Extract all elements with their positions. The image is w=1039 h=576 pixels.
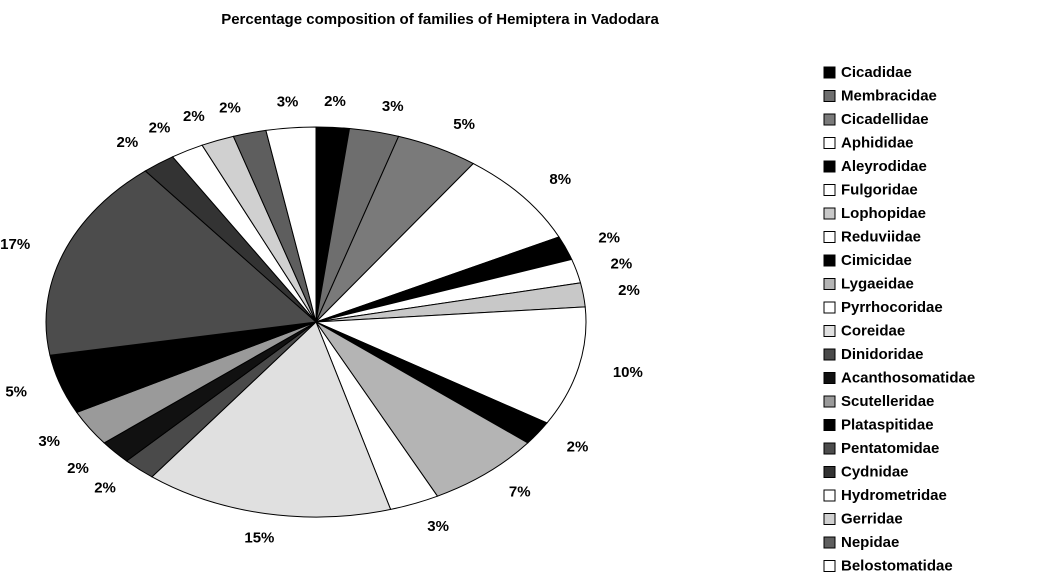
data-label: 2% [567, 439, 589, 456]
pie-slice [151, 321, 392, 518]
legend-label: Nepidae [841, 534, 899, 551]
legend-label: Fulgoridae [841, 181, 918, 198]
legend-swatch [823, 254, 836, 267]
data-label: 10% [613, 364, 643, 381]
legend-swatch [823, 231, 836, 243]
legend-swatch [823, 278, 836, 290]
data-label: 2% [183, 108, 205, 125]
pie-slice [45, 170, 318, 356]
legend-label: Lophopidae [841, 205, 926, 222]
legend-label: Cicadidae [841, 64, 912, 81]
data-label: 5% [5, 384, 27, 401]
legend-label: Cimicidae [841, 252, 912, 269]
legend-label: Coreidae [841, 322, 905, 339]
data-label: 3% [38, 433, 60, 450]
data-label: 2% [324, 93, 346, 110]
legend-swatch [823, 348, 836, 361]
data-label: 2% [67, 460, 89, 477]
legend-label: Pyrrhocoridae [841, 299, 943, 316]
data-label: 2% [219, 99, 241, 116]
legend-swatch [823, 113, 836, 126]
legend-swatch [823, 395, 836, 408]
legend-swatch [823, 325, 836, 337]
data-label: 3% [382, 98, 404, 115]
data-label: 8% [549, 171, 571, 188]
chart-title: Percentage composition of families of He… [221, 11, 659, 28]
data-label: 2% [149, 119, 171, 136]
data-label: 2% [117, 134, 139, 151]
legend-label: Lygaeidae [841, 275, 914, 292]
data-label: 7% [509, 484, 531, 501]
legend-swatch [823, 301, 836, 314]
legend-label: Aleyrodidae [841, 158, 927, 175]
legend-swatch [823, 513, 836, 525]
legend-label: Scutelleridae [841, 393, 934, 410]
data-label: 15% [244, 529, 274, 546]
pie-slice [265, 126, 317, 323]
legend-label: Pentatomidae [841, 440, 939, 457]
pie-slice [315, 306, 587, 424]
legend-swatch [823, 560, 836, 572]
data-label: 2% [598, 229, 620, 246]
legend-swatch [823, 419, 836, 431]
legend-label: Hydrometridae [841, 487, 947, 504]
legend-swatch [823, 137, 836, 149]
legend-swatch [823, 372, 836, 384]
legend-swatch [823, 160, 836, 173]
legend-label: Acanthosomatidae [841, 369, 975, 386]
legend-label: Dinidoridae [841, 346, 924, 363]
legend-swatch [823, 442, 836, 455]
legend-label: Plataspitidae [841, 416, 934, 433]
data-label: 5% [453, 116, 475, 133]
data-label: 2% [618, 282, 640, 299]
legend-label: Aphididae [841, 134, 914, 151]
data-label: 17% [0, 236, 30, 253]
legend-swatch [823, 466, 836, 478]
legend-label: Cydnidae [841, 463, 909, 480]
legend-label: Membracidae [841, 87, 937, 104]
legend-swatch [823, 184, 836, 196]
data-label: 2% [610, 255, 632, 272]
legend-swatch [823, 207, 836, 220]
pie-slice [315, 162, 560, 323]
data-label: 2% [94, 479, 116, 496]
legend-swatch [823, 66, 836, 79]
pie-slice [315, 321, 529, 497]
legend-swatch [823, 536, 836, 549]
legend-label: Belostomatidae [841, 557, 953, 574]
legend-swatch [823, 90, 836, 102]
legend-label: Reduviidae [841, 228, 921, 245]
legend-swatch [823, 489, 836, 502]
legend-label: Gerridae [841, 510, 903, 527]
data-label: 3% [427, 518, 449, 535]
legend-label: Cicadellidae [841, 111, 929, 128]
data-label: 3% [277, 94, 299, 111]
